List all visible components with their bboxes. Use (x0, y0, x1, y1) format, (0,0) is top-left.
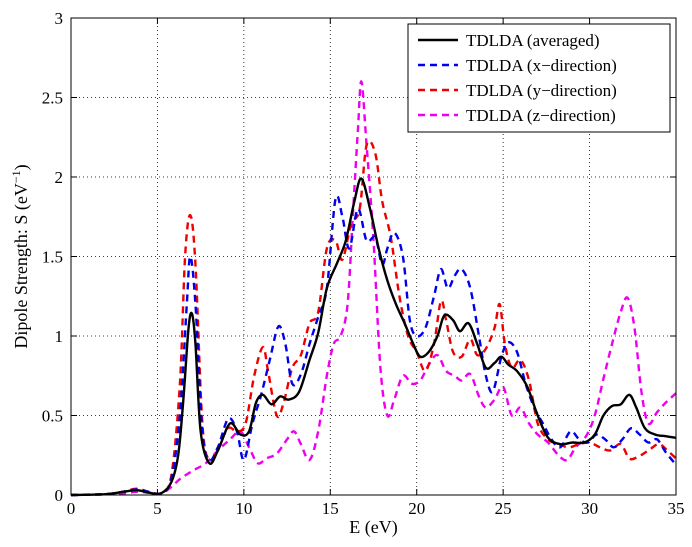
y-tick-label: 0 (55, 486, 64, 505)
ticks: 0 5 10 15 20 25 30 35 0 0.5 1 1.5 2 2.5 3 (42, 9, 685, 518)
y-tick-label: 3 (55, 9, 64, 28)
legend-label-averaged: TDLDA (averaged) (466, 31, 600, 50)
y-tick-label: 1.5 (42, 248, 63, 267)
series-line-averaged (70, 177, 677, 497)
legend-label-z-direction: TDLDA (z−direction) (466, 106, 616, 125)
x-tick-label: 5 (153, 499, 162, 518)
series-line-x-direction (70, 194, 677, 497)
y-axis-label: Dipole Strength: S (eV−1) (9, 164, 32, 348)
x-tick-label: 15 (322, 499, 339, 518)
y-tick-label: 2 (55, 168, 64, 187)
series-line-z-direction (70, 80, 677, 497)
y-tick-label: 2.5 (42, 89, 63, 108)
x-axis-label: E (eV) (349, 517, 397, 538)
x-tick-label: 10 (235, 499, 252, 518)
y-axis-label-sup: −1 (9, 170, 23, 183)
y-tick-label: 0.5 (42, 407, 63, 426)
x-tick-label: 30 (581, 499, 598, 518)
legend-box (407, 23, 671, 133)
legend-label-y-direction: TDLDA (y−direction) (466, 81, 617, 100)
x-tick-label: 20 (408, 499, 425, 518)
x-tick-label: 25 (495, 499, 512, 518)
y-tick-label: 1 (55, 327, 64, 346)
x-tick-label: 35 (668, 499, 685, 518)
y-axis-label-main: Dipole Strength: S (eV (11, 183, 32, 348)
legend: TDLDA (averaged) TDLDA (x−direction) TDLDA… (407, 23, 671, 133)
y-axis-label-close: ) (11, 164, 32, 170)
legend-label-x-direction: TDLDA (x−direction) (466, 56, 617, 75)
series-group (70, 80, 677, 497)
x-tick-label: 0 (67, 499, 76, 518)
